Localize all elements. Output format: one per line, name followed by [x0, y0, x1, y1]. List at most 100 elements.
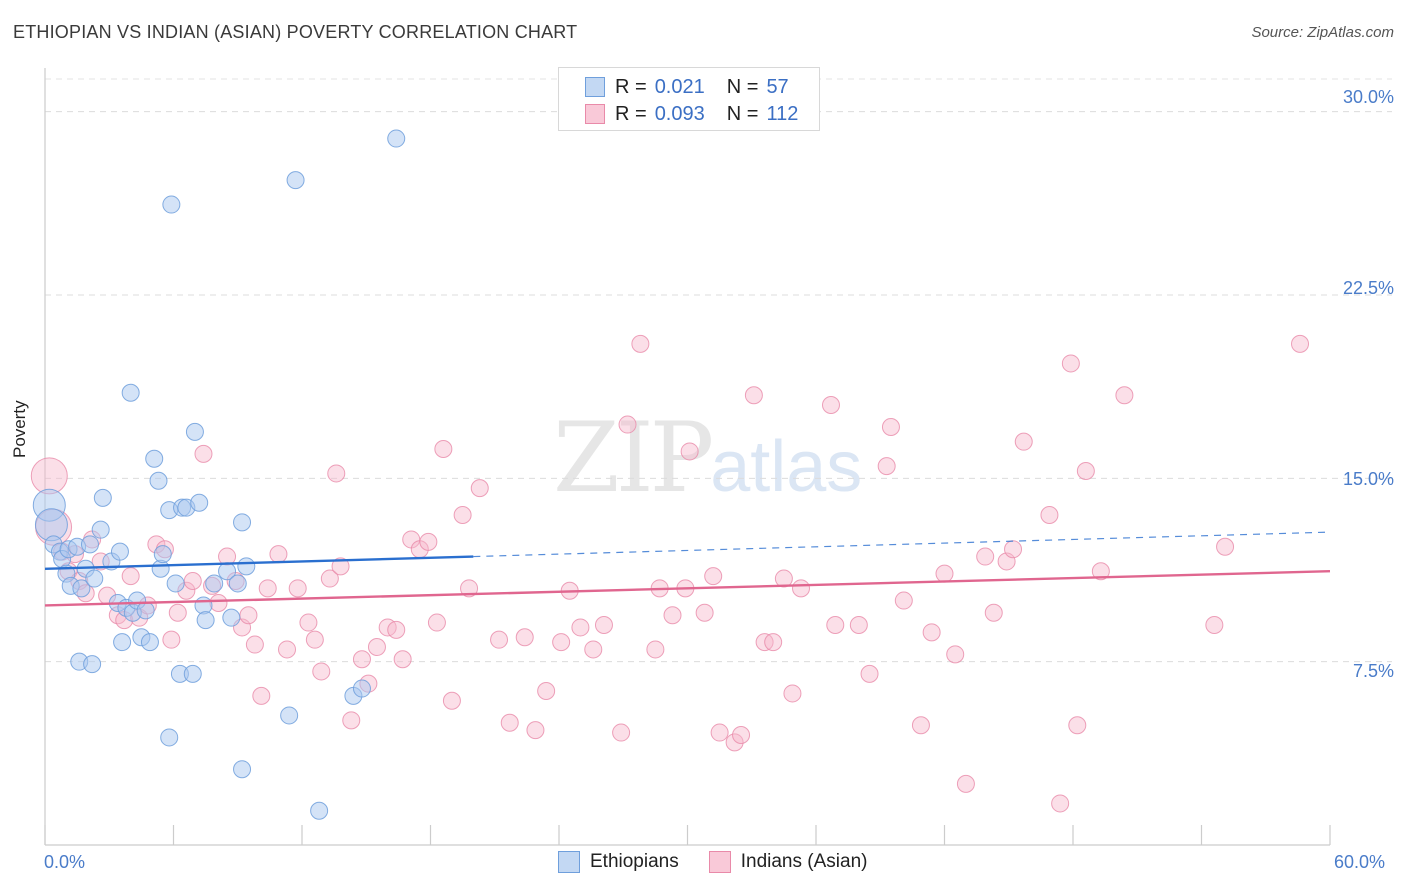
legend-r-value: 0.021 — [654, 75, 705, 98]
indian-point — [331, 557, 350, 576]
legend-n-value: 112 — [766, 102, 799, 125]
ethiopian-point — [80, 535, 99, 554]
indian-point — [821, 396, 840, 414]
indian-point — [877, 457, 896, 476]
indian-point — [245, 635, 264, 654]
ethiopian-point — [237, 557, 256, 576]
indian-point — [1061, 354, 1080, 373]
indian-point — [453, 506, 472, 524]
indian-point — [537, 682, 556, 700]
indian-point — [984, 603, 1003, 622]
y-tick-label-15: 15.0% — [1342, 469, 1394, 489]
legend-item-ethiopians[interactable]: Ethiopians — [558, 851, 679, 873]
ethiopian-point — [310, 801, 329, 820]
indian-point — [1040, 506, 1059, 524]
indian-point — [1068, 716, 1087, 735]
ethiopian-trend-extension — [473, 531, 1331, 558]
indian-point — [387, 620, 406, 639]
indian-point — [30, 457, 68, 495]
ethiopian-point — [72, 579, 91, 598]
legend-n-value: 57 — [766, 75, 789, 98]
x-tick-label-0: 0.0% — [44, 852, 86, 872]
indian-point — [320, 569, 339, 588]
y-tick-label-7-5: 7.5% — [1352, 661, 1394, 681]
indian-point — [419, 532, 438, 551]
legend-row-ethiopians: R = 0.021 N = 57 — [585, 74, 789, 100]
series-legend: Ethiopians Indians (Asian) — [558, 851, 897, 873]
indian-point — [258, 579, 277, 598]
indian-trend-line — [44, 570, 1331, 607]
ethiopian-point — [387, 129, 406, 148]
legend-n-label: N = — [726, 75, 759, 98]
legend-n-label: N = — [726, 102, 759, 125]
indian-point — [352, 650, 371, 669]
ethiopian-point — [233, 513, 252, 532]
indian-point — [774, 569, 793, 588]
indian-point — [490, 630, 509, 649]
indian-point — [680, 442, 699, 461]
indian-point — [911, 716, 930, 735]
indian-point — [976, 547, 995, 566]
indian-point — [704, 567, 723, 586]
correlation-legend: R = 0.021 N = 57 R = 0.093 N = 112 — [558, 67, 820, 131]
indian-point — [168, 603, 187, 622]
zipatlas-watermark: ZIPatlas — [553, 402, 862, 514]
ethiopian-point — [352, 679, 371, 698]
indian-point — [183, 572, 202, 590]
indian-point — [367, 638, 386, 656]
ethiopian-point — [228, 574, 247, 593]
ethiopian-point — [190, 493, 209, 512]
y-tick-label-22-5: 22.5% — [1342, 278, 1394, 298]
indian-point — [631, 334, 650, 353]
indian-point — [299, 613, 318, 632]
indian-point — [434, 440, 453, 458]
indian-point — [710, 723, 729, 742]
indian-point — [860, 664, 879, 683]
y-axis-label: Poverty — [10, 400, 29, 458]
indian-point — [442, 691, 461, 710]
indian-point — [288, 579, 307, 598]
indian-point — [1205, 616, 1224, 634]
indian-point — [849, 616, 868, 634]
chart-title: ETHIOPIAN VS INDIAN (ASIAN) POVERTY CORR… — [13, 22, 578, 42]
indian-point — [1216, 537, 1235, 556]
ethiopian-point — [136, 601, 155, 620]
ethiopian-point — [83, 655, 102, 674]
indian-point — [552, 633, 571, 652]
indian-point — [526, 721, 545, 740]
indian-point — [922, 623, 941, 642]
ethiopian-point — [166, 574, 185, 593]
indian-point — [470, 479, 489, 498]
legend-swatch-pink — [708, 851, 731, 873]
ethiopian-point — [286, 171, 305, 190]
ethiopian-point — [205, 574, 224, 593]
indian-point — [725, 733, 744, 752]
indian-point — [1291, 334, 1310, 353]
indian-point — [515, 628, 534, 647]
indian-point — [1115, 386, 1134, 405]
legend-swatch-blue — [585, 77, 605, 97]
indian-point — [695, 603, 714, 622]
ethiopian-point — [160, 728, 179, 747]
indian-point — [278, 640, 297, 659]
indian-point — [894, 591, 913, 610]
legend-item-indians[interactable]: Indians (Asian) — [708, 851, 868, 873]
indian-point — [500, 713, 519, 732]
ethiopian-point — [185, 422, 204, 441]
indian-point — [1091, 562, 1110, 581]
legend-label-indians: Indians (Asian) — [740, 851, 868, 872]
legend-swatch-blue — [558, 851, 580, 873]
indian-point — [946, 645, 965, 664]
legend-r-label: R = — [615, 102, 647, 125]
indian-point — [1051, 794, 1070, 813]
indian-point — [584, 640, 603, 659]
indian-point — [305, 630, 324, 649]
indian-point — [121, 567, 140, 586]
watermark-zip: ZIP — [553, 402, 714, 514]
ethiopian-point — [91, 520, 110, 539]
indian-point — [460, 579, 479, 598]
indian-point — [1076, 462, 1095, 480]
indian-point — [612, 723, 631, 742]
indian-point — [327, 464, 346, 483]
